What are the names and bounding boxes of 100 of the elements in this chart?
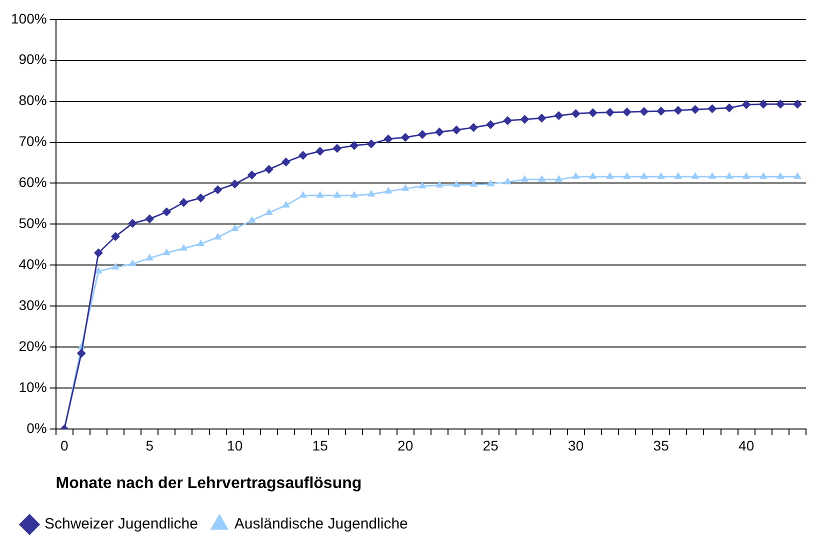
point xyxy=(366,139,376,148)
point xyxy=(571,109,580,118)
point xyxy=(112,262,120,270)
y-tick-label: 10% xyxy=(18,378,47,395)
point xyxy=(282,200,290,208)
point xyxy=(316,191,324,198)
y-tick-label: 50% xyxy=(18,215,47,232)
point xyxy=(418,182,426,188)
y-tick-label: 40% xyxy=(18,256,47,272)
point xyxy=(623,172,631,179)
point xyxy=(316,146,325,156)
point xyxy=(572,172,580,179)
point xyxy=(640,172,648,179)
point xyxy=(332,144,342,153)
point xyxy=(554,111,564,120)
point xyxy=(401,184,410,191)
point xyxy=(94,266,102,274)
point xyxy=(708,104,717,114)
point xyxy=(486,120,496,130)
point xyxy=(486,180,494,186)
point xyxy=(588,108,598,118)
point xyxy=(640,107,649,116)
point xyxy=(367,190,376,197)
point xyxy=(434,128,444,137)
point xyxy=(196,193,206,202)
point xyxy=(622,107,632,116)
point xyxy=(162,248,171,256)
x-tick-label: 40 xyxy=(738,437,754,454)
point xyxy=(196,239,205,246)
point xyxy=(538,175,546,182)
point xyxy=(180,244,188,251)
point xyxy=(759,172,768,179)
point xyxy=(469,123,478,132)
x-axis-title: Monate nach der Lehrvertragsauflösung xyxy=(56,474,362,492)
point xyxy=(606,172,614,179)
point xyxy=(128,218,138,228)
point xyxy=(230,224,239,231)
point xyxy=(265,208,273,215)
point xyxy=(110,232,120,241)
point xyxy=(520,175,529,182)
point xyxy=(248,216,256,223)
point xyxy=(605,108,614,117)
point xyxy=(554,175,563,182)
point xyxy=(691,172,700,179)
x-tick-label: 20 xyxy=(398,437,414,454)
point xyxy=(724,103,734,112)
y-tick-label: 60% xyxy=(18,174,47,190)
point xyxy=(299,191,307,198)
y-tick-label: 0% xyxy=(26,420,47,436)
point xyxy=(520,114,530,124)
point xyxy=(350,141,359,150)
x-tick-label: 0 xyxy=(60,437,68,454)
point xyxy=(436,180,444,188)
point xyxy=(298,150,308,160)
x-tick-label: 10 xyxy=(227,437,243,454)
point xyxy=(588,172,597,179)
point xyxy=(333,191,342,198)
point xyxy=(503,116,512,126)
point xyxy=(384,134,393,144)
point xyxy=(400,132,410,142)
point xyxy=(452,125,461,134)
point xyxy=(792,100,802,109)
point xyxy=(213,185,222,194)
point xyxy=(264,164,274,174)
point xyxy=(656,106,666,116)
point xyxy=(674,106,683,115)
point xyxy=(230,180,240,189)
x-tick-label: 15 xyxy=(312,437,328,454)
point xyxy=(690,105,700,114)
point xyxy=(145,214,154,224)
point xyxy=(657,172,665,179)
point xyxy=(214,232,222,240)
point xyxy=(179,198,188,207)
point xyxy=(128,259,136,266)
point xyxy=(350,191,358,198)
x-tick-label: 30 xyxy=(568,437,584,454)
point xyxy=(504,178,512,184)
point xyxy=(708,172,716,179)
point xyxy=(742,100,751,110)
point xyxy=(725,172,734,179)
point xyxy=(742,172,750,179)
point xyxy=(674,172,682,179)
x-tick-label: 35 xyxy=(653,437,670,454)
point xyxy=(758,100,768,109)
y-tick-label: 80% xyxy=(18,92,47,108)
point xyxy=(470,180,478,187)
y-tick-label: 100% xyxy=(10,10,47,26)
point xyxy=(776,100,785,109)
point xyxy=(162,207,172,216)
point xyxy=(776,172,784,179)
legend-label: Schweizer Jugendliche xyxy=(44,516,198,533)
x-tick-label: 25 xyxy=(482,437,499,454)
point xyxy=(146,254,154,260)
point xyxy=(452,180,460,188)
legend-label: Ausländische Jugendliche xyxy=(234,516,408,533)
y-tick-label: 30% xyxy=(18,296,47,313)
point xyxy=(94,248,103,258)
point xyxy=(537,114,546,123)
point xyxy=(794,172,802,179)
y-tick-label: 20% xyxy=(18,338,47,354)
